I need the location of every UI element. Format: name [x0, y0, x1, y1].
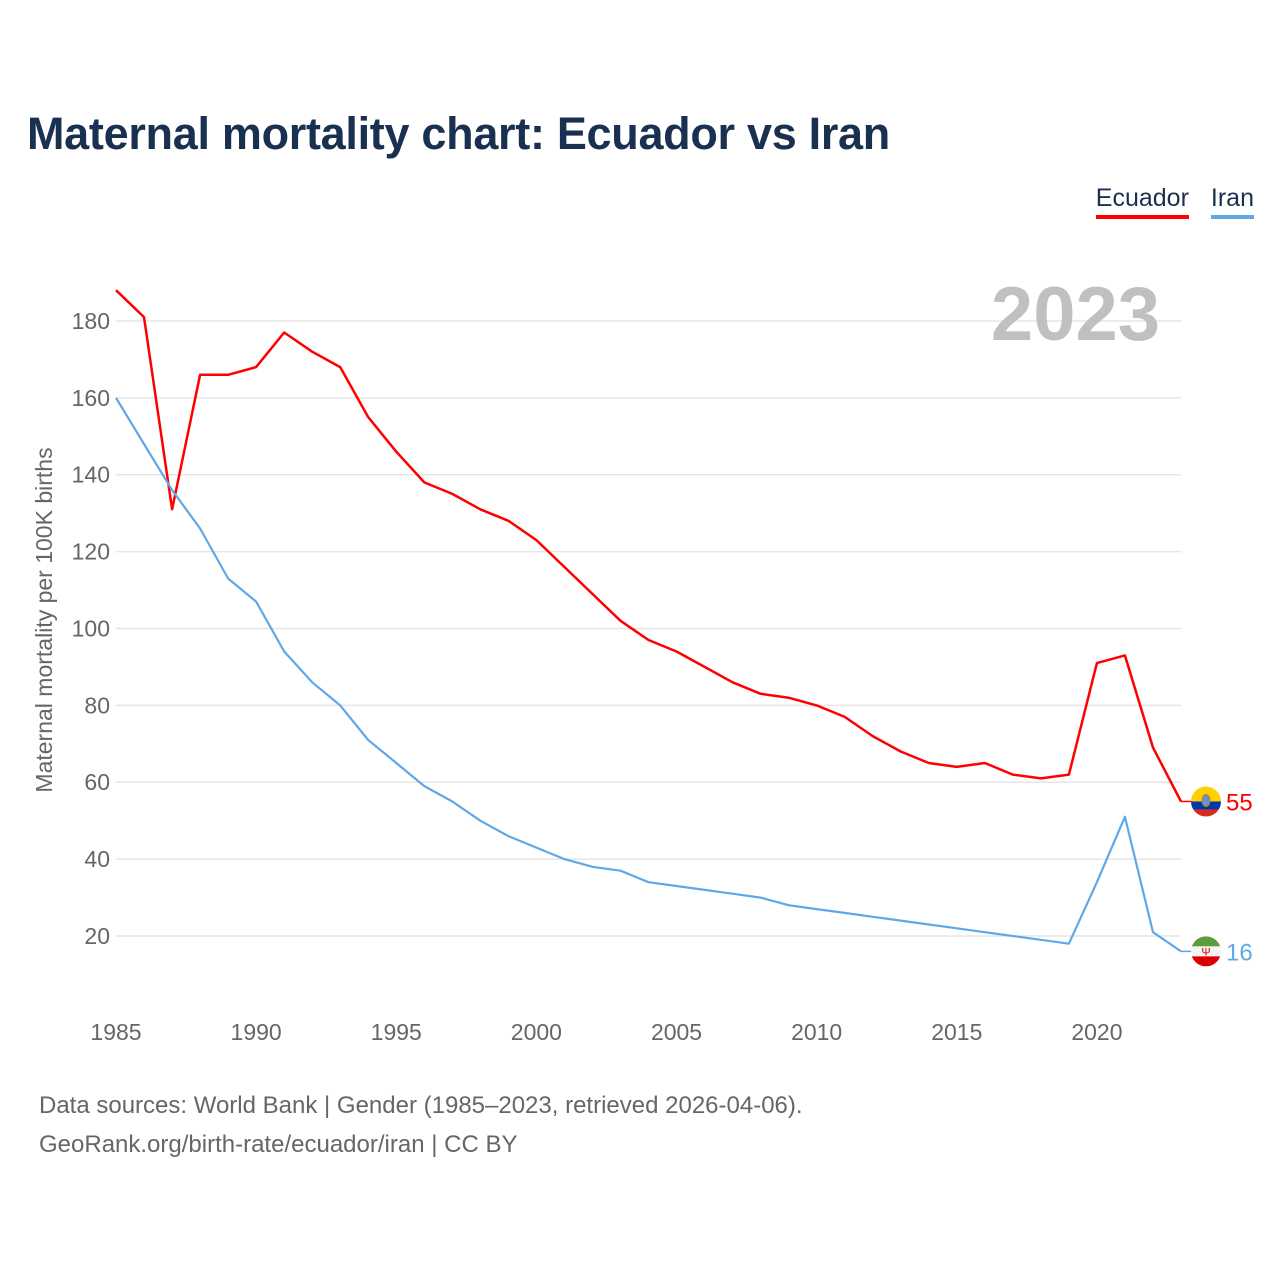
y-tick-label: 140 [72, 462, 110, 488]
y-tick-label: 160 [72, 385, 110, 411]
x-tick-label: 2000 [511, 1019, 562, 1045]
x-tick-label: 1985 [90, 1019, 141, 1045]
y-tick-label: 40 [84, 846, 110, 872]
series-line-iran [115, 397, 1182, 953]
flag-emblem [1201, 793, 1211, 807]
y-tick-label: 20 [84, 923, 110, 949]
flag-stripe [1191, 956, 1221, 967]
year-watermark: 2023 [991, 272, 1160, 357]
x-tick-label: 1995 [371, 1019, 422, 1045]
x-tick-label: 1990 [231, 1019, 282, 1045]
legend-item-ecuador[interactable]: Ecuador [1095, 184, 1189, 219]
y-axis-label: Maternal mortality per 100K births [31, 447, 57, 792]
flag-stripe [1191, 936, 1221, 947]
x-tick-label: 2020 [1071, 1019, 1122, 1045]
end-value-label-ecuador: 55 [1226, 789, 1253, 816]
attribution-link[interactable]: GeoRank.org/birth-rate/ecuador/iran | CC… [39, 1131, 518, 1158]
x-tick-label: 2005 [651, 1019, 702, 1045]
flag-stripe [1191, 946, 1221, 957]
end-value-label-iran: 16 [1226, 939, 1253, 966]
y-tick-label: 180 [72, 308, 110, 334]
x-tick-label: 2010 [791, 1019, 842, 1045]
flag-stripe [1191, 809, 1221, 817]
data-source-text: Data sources: World Bank | Gender (1985–… [39, 1092, 803, 1119]
y-tick-label: 100 [72, 615, 110, 641]
iran-flag-icon: Ψ [1191, 936, 1221, 967]
series-line-ecuador [115, 289, 1183, 803]
flag-emblem: Ψ [1201, 946, 1210, 958]
chart-title: Maternal mortality chart: Ecuador vs Ira… [27, 108, 890, 159]
y-tick-label: 80 [84, 692, 110, 718]
footer: Data sources: World Bank | Gender (1985–… [39, 1086, 803, 1164]
y-tick-label: 120 [72, 539, 110, 565]
legend-item-iran[interactable]: Iran [1210, 184, 1254, 219]
y-tick-label: 60 [84, 769, 110, 795]
ecuador-flag-icon [1191, 786, 1221, 817]
x-tick-label: 2015 [931, 1019, 982, 1045]
legend: Ecuador Iran [1095, 184, 1254, 219]
